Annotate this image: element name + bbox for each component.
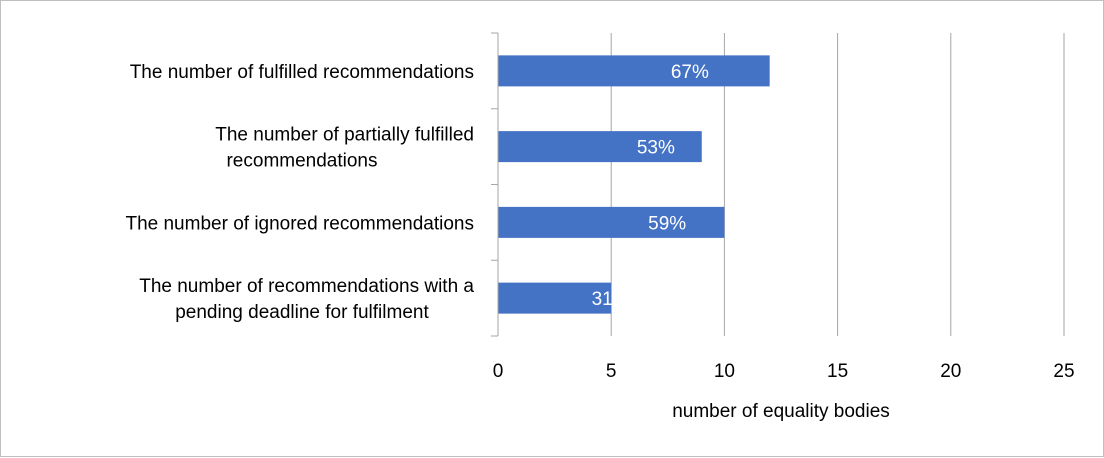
category-label: The number of fulfilled recommendations (130, 62, 474, 83)
x-tick-label: 10 (714, 361, 735, 382)
x-tick-label: 5 (606, 361, 617, 382)
data-label: 53% (637, 138, 675, 159)
x-tick-label: 20 (940, 361, 961, 382)
data-label: 67% (671, 62, 709, 83)
category-label: pending deadline for fulfilment (175, 302, 429, 323)
bars (498, 55, 770, 314)
data-label: 59% (648, 213, 686, 234)
category-label: The number of partially fulfilled (215, 125, 474, 146)
category-label: The number of recommendations with a (139, 276, 474, 297)
category-label: recommendations (226, 151, 377, 172)
bar (498, 206, 725, 238)
bar (498, 131, 702, 163)
x-axis-title: number of equality bodies (672, 401, 890, 422)
x-tick-label: 25 (1053, 361, 1074, 382)
x-tick-label: 0 (493, 361, 504, 382)
bar (498, 282, 612, 314)
bar (498, 55, 770, 87)
y-axis (491, 32, 499, 337)
labels: 67% 53% 59% 31% The number of fulfilled reco… (125, 62, 1074, 382)
x-tick-label: 15 (827, 361, 848, 382)
data-label: 31% (592, 289, 630, 310)
category-label: The number of ignored recommendations (125, 213, 474, 234)
